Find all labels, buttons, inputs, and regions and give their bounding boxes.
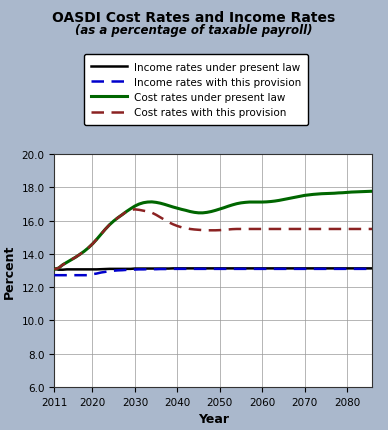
Y-axis label: Percent: Percent [3,244,16,298]
X-axis label: Year: Year [198,412,229,425]
Text: OASDI Cost Rates and Income Rates: OASDI Cost Rates and Income Rates [52,11,336,25]
Text: (as a percentage of taxable payroll): (as a percentage of taxable payroll) [75,24,313,37]
Legend: Income rates under present law, Income rates with this provision, Cost rates und: Income rates under present law, Income r… [84,55,308,125]
